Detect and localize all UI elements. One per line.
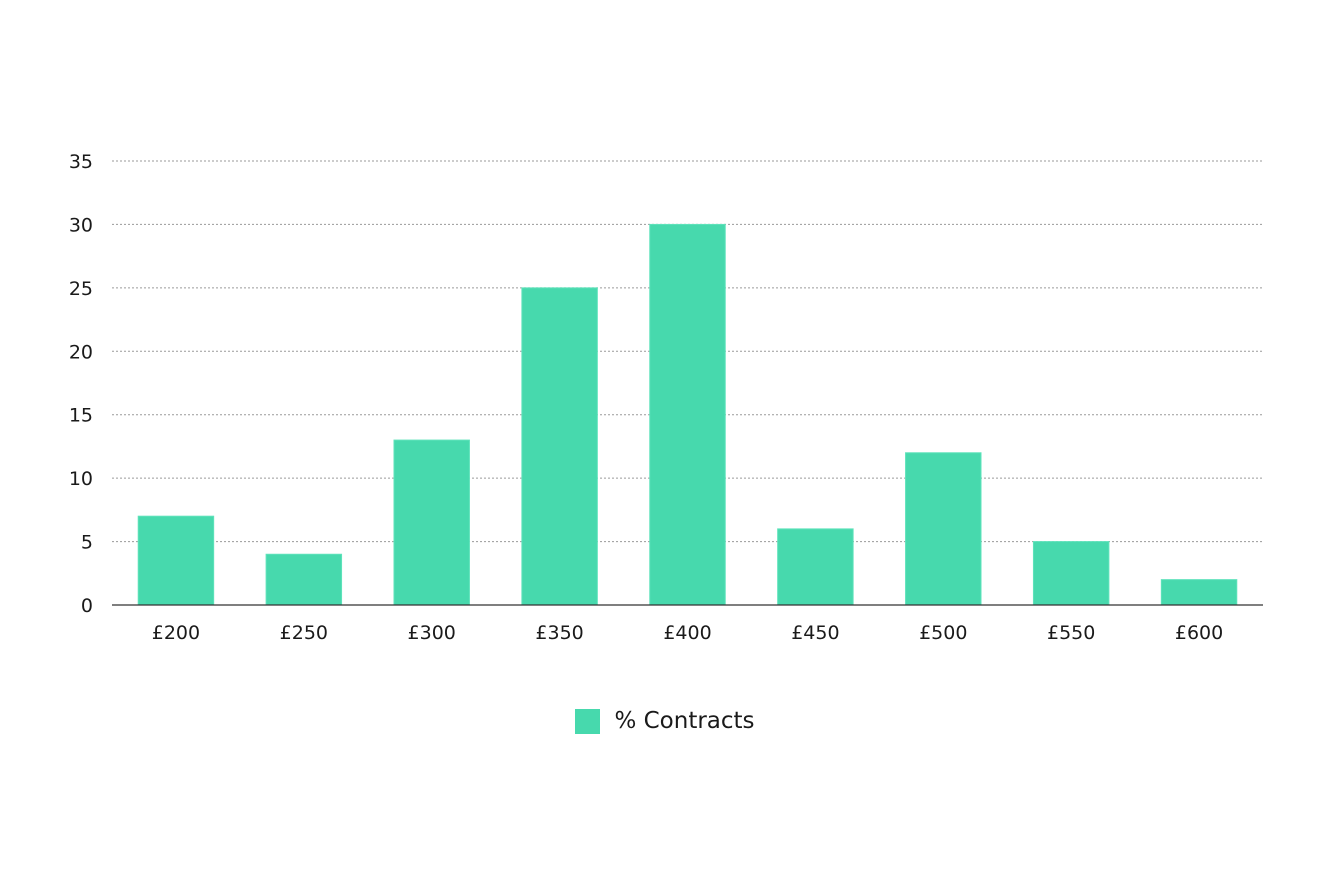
y-tick-labels: 0 5 10 15 20 25 30 35 bbox=[69, 151, 93, 617]
y-tick-label: 0 bbox=[81, 595, 93, 617]
x-tick-label: £450 bbox=[791, 622, 839, 644]
bar bbox=[265, 553, 343, 606]
legend-swatch bbox=[575, 708, 601, 734]
x-tick-label: £250 bbox=[280, 622, 328, 644]
bar bbox=[1160, 579, 1238, 606]
bar bbox=[521, 287, 598, 606]
bar bbox=[905, 452, 982, 606]
y-tick-label: 10 bbox=[69, 468, 93, 490]
y-tick-label: 5 bbox=[81, 532, 93, 554]
bars bbox=[137, 223, 1238, 606]
bar bbox=[137, 515, 215, 606]
y-tick-label: 30 bbox=[69, 214, 93, 236]
bar bbox=[393, 439, 470, 606]
y-tick-label: 35 bbox=[69, 151, 93, 173]
x-tick-label: £550 bbox=[1047, 622, 1095, 644]
x-tick-label: £600 bbox=[1175, 622, 1223, 644]
x-tick-labels: £200 £250 £300 £350 £400 £450 £500 £550 £600 bbox=[152, 622, 1223, 644]
bar bbox=[1032, 541, 1110, 606]
y-tick-label: 25 bbox=[69, 278, 93, 300]
x-tick-label: £350 bbox=[535, 622, 583, 644]
legend: % Contracts bbox=[0, 708, 1330, 734]
x-tick-label: £200 bbox=[152, 622, 200, 644]
bar bbox=[777, 528, 854, 606]
y-tick-label: 15 bbox=[69, 405, 93, 427]
x-tick-label: £400 bbox=[663, 622, 711, 644]
bar bbox=[649, 223, 726, 606]
x-tick-label: £500 bbox=[919, 622, 967, 644]
x-tick-label: £300 bbox=[408, 622, 456, 644]
y-tick-label: 20 bbox=[69, 341, 93, 363]
legend-label: % Contracts bbox=[614, 708, 755, 734]
